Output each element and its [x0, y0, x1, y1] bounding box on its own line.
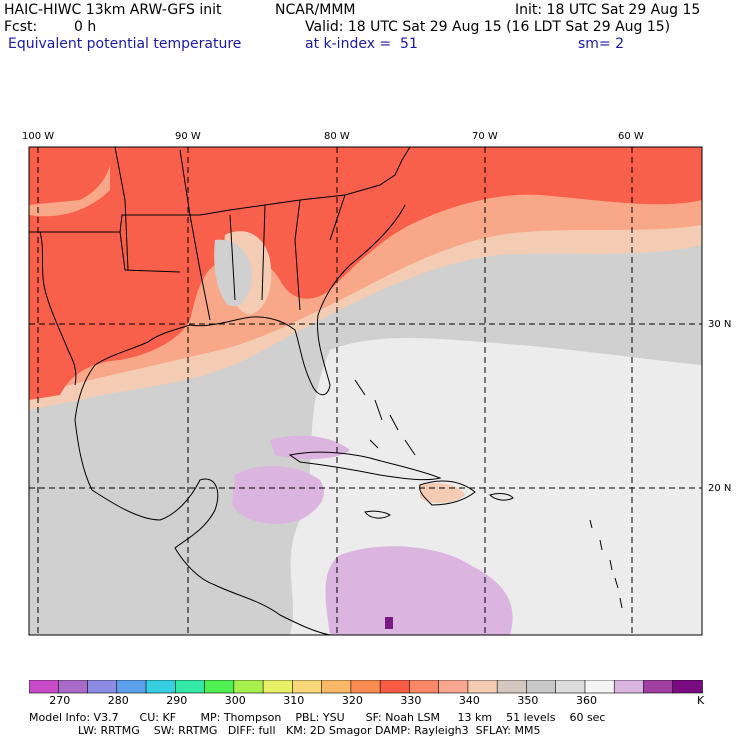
colorbar-label: 270 [49, 694, 71, 707]
lon-label-100w: 100 W [22, 131, 55, 142]
colorbar-swatch [350, 680, 381, 694]
colorbar-label: 330 [400, 694, 422, 707]
colorbar-swatch [379, 680, 411, 694]
lon-label-90w: 90 W [175, 131, 201, 142]
bahamas [354, 379, 416, 456]
colorbar-swatch [321, 680, 352, 694]
model-info-line1: Model Info: V3.7 CU: KF MP: Thompson PBL… [29, 711, 606, 724]
colorbar-swatch [204, 680, 235, 694]
init-time: Init: 18 UTC Sat 29 Aug 15 [515, 2, 701, 18]
colorbar-swatch [467, 680, 498, 694]
level-label: at k-index = 51 [305, 36, 418, 52]
state-lines [114, 147, 346, 321]
colorbar-swatch [438, 680, 469, 694]
colorbar-swatch [409, 680, 440, 694]
model-info-line2: LW: RRTMG SW: RRTMG DIFF: full KM: 2D Sm… [29, 724, 541, 737]
colorbar-swatch [613, 680, 645, 694]
us-mexico-border [39, 231, 77, 386]
colorbar-label: 310 [283, 694, 305, 707]
colorbar-swatch [526, 680, 557, 694]
org-label: NCAR/MMM [275, 2, 356, 18]
valid-time: Valid: 18 UTC Sat 29 Aug 15 (16 LDT Sat … [305, 19, 671, 35]
region-lilac-1 [325, 546, 513, 635]
colorbar-unit: K [697, 694, 705, 707]
gulf-coast [74, 204, 406, 491]
cuba [288, 451, 442, 481]
smoothing-label: sm= 2 [578, 36, 625, 52]
fcst-label: Fcst: [4, 19, 38, 35]
colorbar-swatch [292, 680, 323, 694]
puerto-rico [489, 493, 514, 501]
jamaica [364, 510, 391, 519]
colorbar-label: 320 [341, 694, 363, 707]
field-shading [29, 147, 702, 635]
model-title: HAIC-HIWC 13km ARW-GFS init [4, 2, 222, 18]
colorbar-swatch [496, 680, 528, 694]
colorbar-swatch [29, 680, 60, 694]
lat-label-20n: 20 N [708, 483, 732, 494]
hispaniola [419, 480, 476, 506]
region-lilac-2 [232, 465, 324, 525]
colorbar-swatch [87, 680, 118, 694]
colorbar-label: 300 [224, 694, 246, 707]
colorbar-swatch [584, 680, 616, 694]
lon-label-70w: 70 W [472, 131, 498, 142]
lat-label-30n: 30 N [708, 319, 732, 330]
colorbar-swatch [175, 680, 206, 694]
colorbar-swatch [233, 680, 264, 694]
lon-label-60w: 60 W [618, 131, 644, 142]
colorbar-label: 350 [517, 694, 539, 707]
colorbar-label: 280 [107, 694, 129, 707]
map-frame [28, 146, 703, 636]
colorbar-swatch [672, 680, 703, 694]
region-lilac-3 [270, 435, 350, 460]
colorbar [29, 680, 703, 694]
graticule [29, 147, 702, 635]
mexico-central-america [91, 478, 331, 635]
colorbar-label: 290 [166, 694, 188, 707]
region-hot-west [29, 147, 111, 205]
region-purple [385, 617, 393, 629]
colorbar-swatch [145, 680, 177, 694]
colorbar-swatch [555, 680, 586, 694]
us-state-borders [29, 147, 411, 233]
region-hot-north [29, 147, 702, 400]
coastlines [29, 147, 623, 635]
lon-label-80w: 80 W [324, 131, 350, 142]
fcst-value: 0 h [74, 19, 97, 35]
colorbar-swatch [57, 680, 89, 694]
colorbar-label: 340 [458, 694, 480, 707]
colorbar-label: 360 [576, 694, 597, 707]
lesser-antilles [589, 519, 623, 609]
colorbar-swatch [262, 680, 294, 694]
colorbar-swatch [643, 680, 674, 694]
colorbar-swatch [116, 680, 147, 694]
field-name: Equivalent potential temperature [8, 36, 242, 52]
